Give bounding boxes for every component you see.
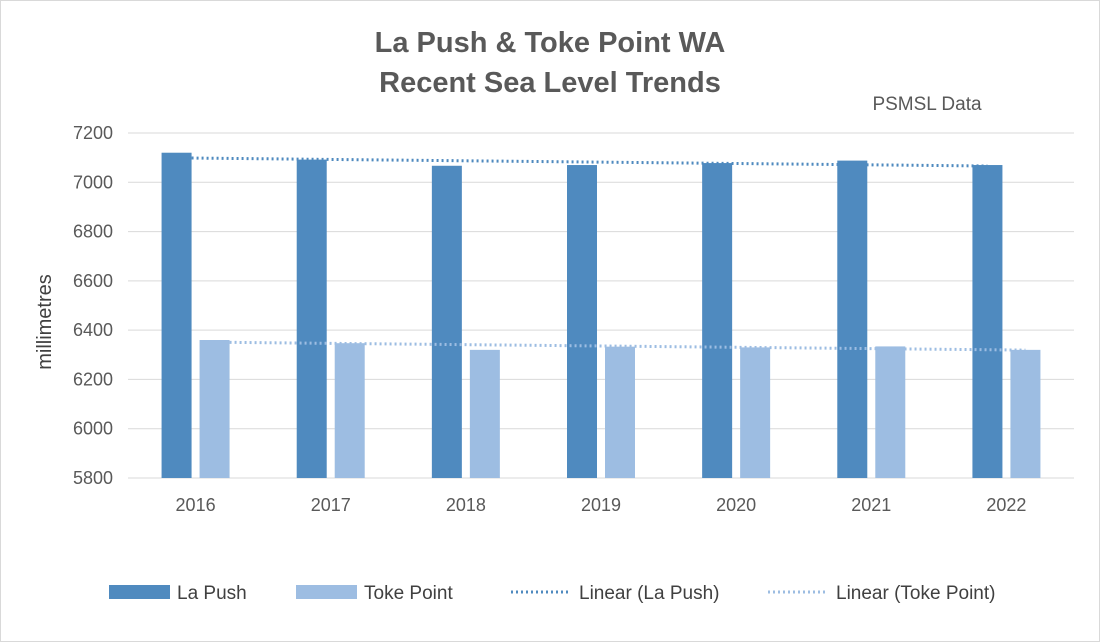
y-tick-label: 6400 xyxy=(73,320,113,340)
bar-toke-point-2017 xyxy=(334,343,365,478)
legend-swatch-0 xyxy=(109,585,170,599)
x-tick-label: 2016 xyxy=(176,495,216,515)
bar-toke-point-2020 xyxy=(740,347,771,478)
gridlines xyxy=(128,132,1074,479)
bar-toke-point-2022 xyxy=(1010,349,1041,478)
trendlines xyxy=(176,156,1026,352)
bar-la-push-2021 xyxy=(837,160,868,478)
x-tick-label: 2017 xyxy=(311,495,351,515)
chart-title-line-1: La Push & Toke Point WA xyxy=(375,27,726,59)
x-tick-label: 2018 xyxy=(446,495,486,515)
bar-la-push-2022 xyxy=(972,165,1003,479)
chart-annotation: PSMSL Data xyxy=(872,94,982,115)
trendline-toke-point xyxy=(214,340,1026,352)
y-axis-title: millimetres xyxy=(34,274,56,370)
legend: La Push Toke Point Linear (La Push) Linear … xyxy=(109,583,995,604)
legend-label-2: Linear (La Push) xyxy=(579,583,719,604)
y-tick-label: 6600 xyxy=(73,271,113,291)
trendline-la-push xyxy=(176,156,988,168)
x-tick-label: 2019 xyxy=(581,495,621,515)
bar-la-push-2016 xyxy=(161,152,192,478)
bar-la-push-2019 xyxy=(567,165,597,479)
y-tick-label: 6000 xyxy=(73,419,113,439)
legend-label-1: Toke Point xyxy=(364,583,453,604)
y-tick-label: 7000 xyxy=(73,172,113,192)
legend-swatch-1 xyxy=(296,585,357,599)
bar-la-push-2020 xyxy=(702,163,733,479)
legend-label-3: Linear (Toke Point) xyxy=(836,583,995,604)
x-tick-label: 2021 xyxy=(851,495,891,515)
x-tick-label: 2022 xyxy=(986,495,1026,515)
y-tick-label: 5800 xyxy=(73,468,113,488)
bar-toke-point-2019 xyxy=(605,346,635,478)
bar-toke-point-2018 xyxy=(469,349,500,478)
y-tick-label: 7200 xyxy=(73,123,113,143)
y-tick-label: 6200 xyxy=(73,369,113,389)
legend-label-0: La Push xyxy=(177,583,247,604)
y-tick-labels: 5800 6000 6200 6400 6600 6800 7000 7200 xyxy=(73,123,113,488)
bar-toke-point-2016 xyxy=(199,340,230,478)
chart-title-line-2: Recent Sea Level Trends xyxy=(379,67,721,99)
x-tick-labels: 2016 2017 2018 2019 2020 2021 2022 xyxy=(176,495,1027,515)
bar-la-push-2018 xyxy=(431,165,462,478)
x-tick-label: 2020 xyxy=(716,495,756,515)
y-tick-label: 6800 xyxy=(73,222,113,242)
bars xyxy=(161,152,1041,479)
bar-toke-point-2021 xyxy=(875,346,906,478)
bar-la-push-2017 xyxy=(296,159,327,478)
